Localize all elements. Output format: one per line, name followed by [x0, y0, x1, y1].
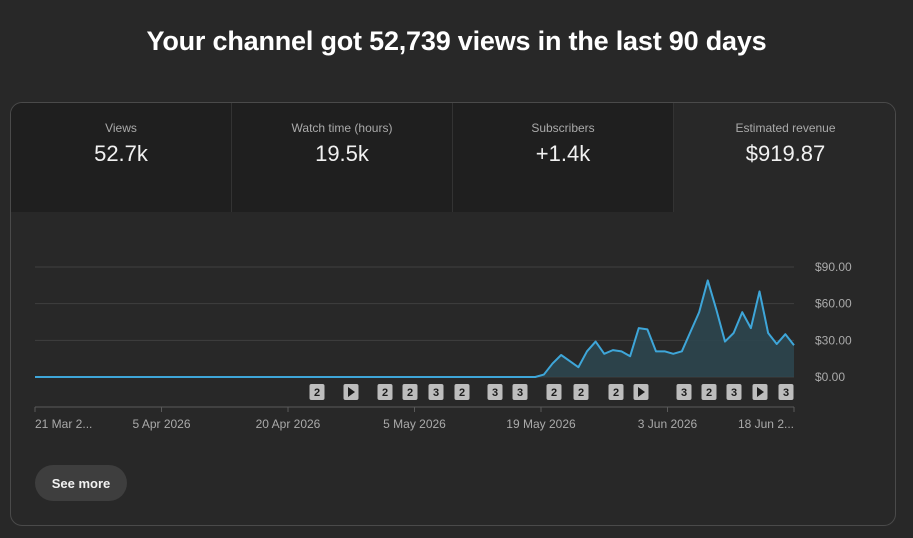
- svg-text:3: 3: [783, 387, 789, 399]
- x-tick-label: 5 May 2026: [383, 417, 446, 431]
- y-tick-label: $90.00: [815, 260, 852, 274]
- svg-text:2: 2: [314, 387, 320, 399]
- upload-count-marker[interactable]: 3: [778, 384, 794, 400]
- upload-count-marker[interactable]: 2: [377, 384, 393, 400]
- metric-label: Views: [105, 121, 137, 135]
- svg-text:2: 2: [382, 387, 388, 399]
- upload-count-marker[interactable]: 2: [701, 384, 717, 400]
- upload-count-marker[interactable]: 2: [402, 384, 418, 400]
- series-area: [35, 280, 794, 377]
- svg-text:2: 2: [706, 387, 712, 399]
- upload-count-marker[interactable]: 2: [546, 384, 562, 400]
- upload-count-marker[interactable]: 3: [487, 384, 503, 400]
- upload-count-marker[interactable]: 3: [428, 384, 444, 400]
- metric-value: 52.7k: [94, 141, 148, 166]
- y-tick-label: $0.00: [815, 370, 845, 384]
- metric-label: Subscribers: [531, 121, 595, 135]
- upload-count-marker[interactable]: 3: [512, 384, 528, 400]
- svg-text:2: 2: [459, 387, 465, 399]
- x-tick-label: 20 Apr 2026: [256, 417, 321, 431]
- tab-watch-time[interactable]: Watch time (hours) 19.5k: [232, 103, 453, 212]
- x-tick-label: 21 Mar 2...: [35, 417, 92, 431]
- svg-text:3: 3: [492, 387, 498, 399]
- metric-value: $919.87: [745, 141, 826, 166]
- svg-text:2: 2: [578, 387, 584, 399]
- y-tick-label: $60.00: [815, 297, 852, 311]
- svg-text:2: 2: [551, 387, 557, 399]
- y-tick-label: $30.00: [815, 333, 852, 347]
- metric-tabs: Views 52.7k Watch time (hours) 19.5k Sub…: [11, 103, 895, 212]
- svg-text:3: 3: [731, 387, 737, 399]
- x-tick-label: 5 Apr 2026: [132, 417, 190, 431]
- x-tick-label: 19 May 2026: [506, 417, 576, 431]
- see-more-button[interactable]: See more: [35, 465, 127, 501]
- upload-count-marker[interactable]: 2: [573, 384, 589, 400]
- revenue-chart: $0.00 $30.00 $60.00 $90.00 21 Mar 2... 5 Apr …: [34, 260, 852, 431]
- metric-value: 19.5k: [315, 141, 369, 166]
- upload-count-marker[interactable]: 2: [608, 384, 624, 400]
- tab-subscribers[interactable]: Subscribers +1.4k: [453, 103, 674, 212]
- x-tick-label: 18 Jun 2...: [738, 417, 794, 431]
- play-marker-icon[interactable]: [343, 384, 359, 400]
- play-marker-icon[interactable]: [752, 384, 768, 400]
- upload-count-marker[interactable]: 2: [309, 384, 325, 400]
- tab-estimated-revenue[interactable]: Estimated revenue $919.87: [674, 103, 895, 212]
- svg-text:2: 2: [613, 387, 619, 399]
- svg-text:3: 3: [681, 387, 687, 399]
- play-marker-icon[interactable]: [633, 384, 649, 400]
- svg-text:3: 3: [433, 387, 439, 399]
- metric-label: Estimated revenue: [735, 121, 836, 135]
- upload-count-marker[interactable]: 3: [726, 384, 742, 400]
- metric-value: +1.4k: [535, 141, 591, 166]
- svg-text:3: 3: [517, 387, 523, 399]
- series-line: [35, 279, 795, 378]
- svg-text:2: 2: [407, 387, 413, 399]
- analytics-card: Views 52.7k Watch time (hours) 19.5k Sub…: [10, 102, 896, 526]
- upload-count-marker[interactable]: 3: [676, 384, 692, 400]
- metric-label: Watch time (hours): [291, 121, 393, 135]
- tab-views[interactable]: Views 52.7k: [11, 103, 232, 212]
- page-title: Your channel got 52,739 views in the las…: [146, 26, 767, 56]
- upload-count-marker[interactable]: 2: [454, 384, 470, 400]
- x-tick-label: 3 Jun 2026: [638, 417, 698, 431]
